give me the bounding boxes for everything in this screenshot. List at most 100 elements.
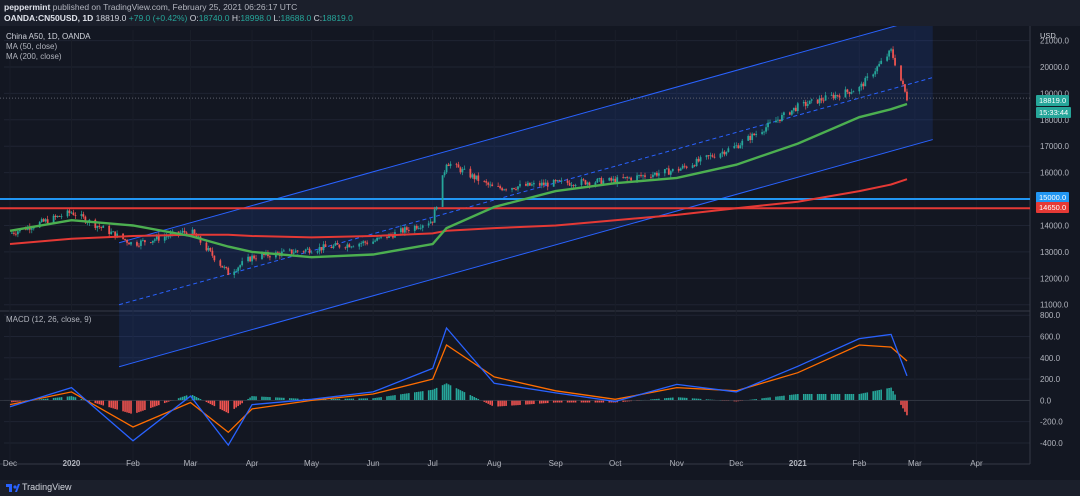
candle-body [16,231,19,235]
candle-body [126,239,128,243]
candle-body [405,227,408,230]
candle-body [360,243,363,244]
macd-histogram-bar [497,400,499,407]
candle-body [626,177,629,178]
macd-legend[interactable]: MACD (12, 26, close, 9) [6,315,92,324]
macd-histogram-bar [529,400,531,405]
candle-body [650,176,652,178]
candle-body [386,236,388,238]
candle-body [483,180,486,182]
macd-histogram-bar [777,396,779,401]
candle-body [163,236,166,241]
candle-body [221,265,224,268]
macd-histogram-bar [705,399,708,401]
macd-histogram-bar [239,400,241,405]
macd-histogram-bar [124,400,126,412]
macd-histogram-bar [818,393,821,401]
macd-histogram-bar [445,383,448,401]
low-value: 18688.0 [280,13,312,23]
candle-body [294,250,297,253]
author-name[interactable]: peppermint [4,2,51,12]
candle-body [72,212,75,216]
macd-line [9,326,908,447]
macd-histogram-bar [56,397,59,401]
x-tick-label: May [304,459,319,468]
candle-body [193,229,196,234]
macd-histogram-bar [866,392,869,401]
macd-histogram-bar [489,400,492,405]
macd-histogram-bar [251,396,253,401]
macd-histogram-bar [40,399,43,401]
macd-histogram-bar [406,393,408,401]
macd-histogram-bar [544,400,547,404]
macd-histogram-bar [775,396,777,401]
macd-histogram-bar [539,400,541,404]
macd-histogram-bar [560,400,563,403]
macd-histogram-bar [844,393,847,401]
candle-body [723,151,726,155]
x-tick-label: Feb [126,459,140,468]
macd-histogram-bar [858,393,861,401]
candle-body [211,250,214,256]
candle-body [461,169,464,173]
candle-body [630,177,633,181]
macd-histogram-bar [574,400,577,403]
macd-histogram-bar [769,397,771,401]
candle-body [735,145,738,147]
candle-body [80,214,83,216]
candle-body [183,230,186,233]
ma50-legend[interactable]: MA (50, close) [6,42,58,51]
candle-body [697,158,700,162]
candle-body [100,226,103,228]
macd-histogram-bar [449,385,452,401]
candle-body [699,157,702,162]
candle-body [239,265,242,268]
chart-canvas[interactable]: 11000.0 12000.0 13000.0 14000.0 15000.0 16000… [0,26,1080,480]
y-tick-label: 20000.0 [1040,63,1069,72]
low-label: L: [273,13,281,23]
macd-histogram-bar [179,397,182,401]
macd-histogram-bar [374,397,376,401]
candle-body [358,243,361,247]
candle-body [878,63,881,67]
macd-histogram-bar [755,399,757,401]
macd-histogram-bar [473,397,476,401]
candle-body [790,110,793,115]
macd-histogram-bar [810,393,813,401]
macd-histogram-bar [292,398,295,401]
macd-histogram-bar [181,396,184,401]
macd-histogram-bar [380,397,382,401]
macd-histogram-bar [417,391,420,401]
macd-histogram-bar [441,385,444,401]
countdown-tag: 15:33:44 [1036,107,1072,118]
candle-body [709,155,712,157]
tradingview-brand[interactable]: TradingView [22,482,72,492]
channel-upper-line [118,26,898,244]
candle-body [525,183,527,186]
macd-histogram-bar [602,400,605,403]
candle-body [810,99,813,101]
candle-body [338,244,341,248]
candle-body [600,178,603,185]
macd-histogram-bar [72,396,75,401]
x-tick-label: Mar [184,459,198,468]
candle-body [900,65,902,81]
macd-histogram-bar [235,400,237,408]
currency-label: USD [1040,31,1056,40]
candle-body [102,225,105,228]
macd-histogram-bar [671,397,674,401]
candle-body [864,77,867,87]
candle-body [144,240,146,243]
macd-histogram-bar [824,393,827,401]
candle-body [769,122,771,124]
candle-body [68,210,71,213]
macd-histogram-bar [850,393,853,401]
macd-histogram-bar [249,397,251,401]
ma200-legend[interactable]: MA (200, close) [6,52,62,61]
candle-body [255,258,257,260]
macd-histogram-bar [816,393,819,401]
macd-histogram-bar [447,384,450,401]
candle-body [530,184,533,186]
macd-histogram-bar [394,395,396,401]
candle-body [586,182,589,185]
